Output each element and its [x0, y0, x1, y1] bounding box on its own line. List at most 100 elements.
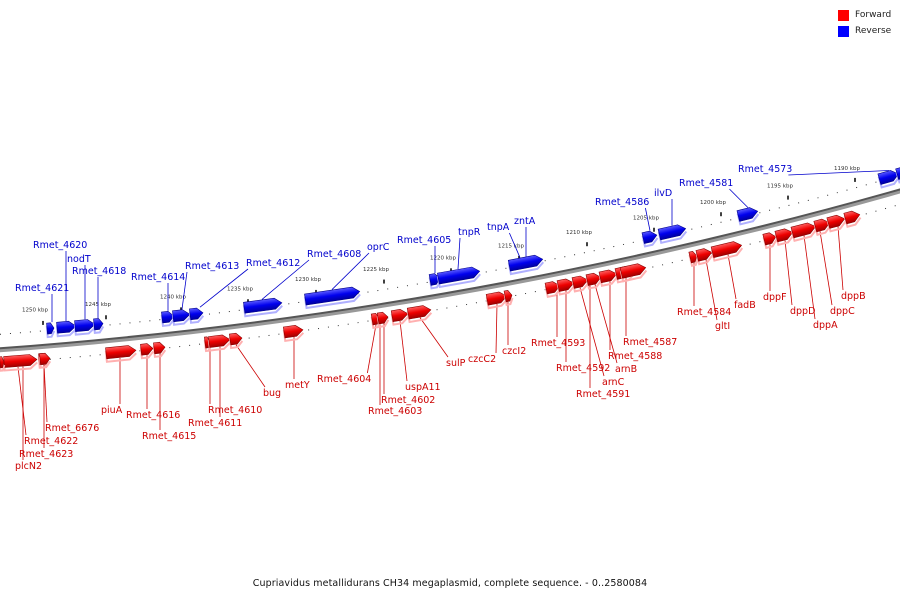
gene-rmet-4581[interactable]	[877, 169, 900, 189]
legend-forward-label: Forward	[855, 10, 892, 20]
scale-label-1205-kbp: 1205 kbp	[633, 216, 659, 222]
gene-uspa11[interactable]	[406, 304, 433, 324]
gene-znta[interactable]	[641, 230, 659, 248]
scale-label-1190-kbp: 1190 kbp	[834, 166, 860, 172]
gene-rmet-4614[interactable]	[160, 310, 176, 328]
gene-label-glti: gltI	[715, 321, 730, 332]
gene-body	[657, 224, 687, 241]
scale-label-1235-kbp: 1235 kbp	[227, 286, 253, 292]
leader-line-sulp	[419, 317, 449, 358]
gene-rmet-4621[interactable]	[45, 322, 56, 339]
gene-body	[843, 210, 861, 225]
leader-line-dppa	[803, 235, 816, 320]
gene-label-rmet-4610: Rmet_4610	[208, 405, 262, 416]
gene-dppb[interactable]	[843, 209, 862, 228]
scale-label-1200-kbp: 1200 kbp	[700, 200, 726, 206]
gene-label-rmet-6676: Rmet_6676	[45, 423, 99, 434]
gene-bug[interactable]	[228, 332, 244, 350]
gene-sulp[interactable]	[485, 291, 509, 310]
gene-rmet-4586[interactable]	[657, 223, 688, 245]
gene-rmet-4602[interactable]	[376, 311, 390, 329]
gene-oprc[interactable]	[303, 286, 361, 310]
scale-label-1215-kbp: 1215 kbp	[498, 243, 524, 249]
gene-label-uspa11: uspA11	[405, 382, 441, 393]
gene-mety[interactable]	[282, 324, 305, 342]
map-caption: Cupriavidus metallidurans CH34 megaplasm…	[252, 578, 648, 589]
gene-dppf[interactable]	[774, 227, 795, 247]
gene-dppa[interactable]	[813, 217, 832, 236]
gene-plcn2[interactable]	[0, 356, 6, 372]
legend-reverse-label: Reverse	[855, 26, 892, 36]
gene-rmet-4623[interactable]	[38, 352, 52, 369]
gene-label-rmet-4591: Rmet_4591	[576, 389, 630, 400]
gene-label-arnc: arnC	[602, 377, 625, 388]
gene-tnpr[interactable]	[436, 266, 481, 289]
leader-line-bug	[235, 344, 266, 388]
gene-rmet-4616[interactable]	[139, 343, 155, 360]
gene-dppc[interactable]	[826, 213, 847, 233]
gene-body	[390, 309, 409, 323]
leader-line-rmet-4573	[788, 170, 890, 176]
leader-line-rmet-4581	[729, 188, 749, 208]
gene-arnc[interactable]	[585, 272, 603, 290]
gene-rmet-4608[interactable]	[242, 297, 283, 318]
leader-line-tnpr	[457, 237, 461, 270]
gene-body	[153, 341, 166, 355]
gene-rmet-4612[interactable]	[188, 307, 205, 324]
gene-body	[172, 309, 191, 323]
gene-label-rmet-4605: Rmet_4605	[397, 235, 451, 246]
reverse-swatch	[838, 25, 849, 37]
gene-label-rmet-4613: Rmet_4613	[185, 261, 239, 272]
leader-line-rmet-6676	[43, 364, 48, 423]
gene-nodt[interactable]	[73, 319, 96, 336]
gene-rmet-4587[interactable]	[688, 250, 699, 267]
gene-tnpa[interactable]	[507, 254, 545, 276]
legend: Forward Reverse	[838, 8, 900, 40]
gene-rmet-4573[interactable]	[895, 167, 900, 184]
gene-dppd[interactable]	[790, 221, 818, 242]
gene-label-czcc2: czcC2	[468, 354, 496, 365]
gene-body	[826, 214, 846, 229]
gene-czci2[interactable]	[544, 280, 562, 299]
gene-rmet-4588[interactable]	[619, 262, 648, 283]
gene-rmet-6676[interactable]	[2, 354, 38, 372]
gene-label-sulp: sulP	[446, 358, 466, 369]
forward-swatch	[838, 9, 849, 21]
gene-body	[774, 228, 794, 243]
gene-rmet-4618[interactable]	[92, 318, 105, 334]
gene-fadb[interactable]	[762, 231, 778, 250]
gene-label-rmet-4621: Rmet_4621	[15, 283, 69, 294]
gene-rmet-4611[interactable]	[207, 334, 231, 352]
gene-rmet-4615[interactable]	[152, 341, 167, 358]
gene-label-plcn2: plcN2	[15, 461, 42, 472]
gene-body	[140, 343, 154, 356]
gene-rmet-4592[interactable]	[571, 275, 590, 293]
gene-label-rmet-4622: Rmet_4622	[24, 436, 78, 447]
leader-line-rmet-4604	[367, 324, 377, 374]
gene-rmet-4613[interactable]	[171, 309, 191, 326]
gene-label-oprc: oprC	[367, 242, 390, 253]
gene-label-dppf: dppF	[763, 292, 787, 303]
gene-body	[46, 322, 55, 335]
gene-body	[503, 289, 513, 303]
gene-rmet-4593[interactable]	[556, 278, 576, 296]
scale-label-1250-kbp: 1250 kbp	[22, 308, 48, 314]
gene-body	[39, 352, 51, 365]
gene-rmet-4603[interactable]	[390, 308, 410, 326]
gene-rmet-4591[interactable]	[598, 269, 619, 287]
gene-czcc2[interactable]	[503, 289, 514, 306]
gene-body	[282, 325, 304, 339]
gene-body	[93, 318, 104, 331]
gene-label-tnpr: tnpR	[458, 227, 481, 238]
leader-line-rmet-4608	[261, 259, 310, 300]
gene-piua[interactable]	[104, 345, 137, 363]
gene-body	[571, 275, 589, 289]
gene-glti[interactable]	[710, 240, 744, 262]
gene-rmet-4584[interactable]	[695, 247, 714, 266]
gene-rmet-4620[interactable]	[55, 320, 77, 338]
gene-body	[598, 269, 618, 284]
gene-ilvd[interactable]	[736, 206, 760, 226]
leader-line-uspa11	[399, 320, 408, 382]
gene-arrows	[0, 167, 900, 372]
